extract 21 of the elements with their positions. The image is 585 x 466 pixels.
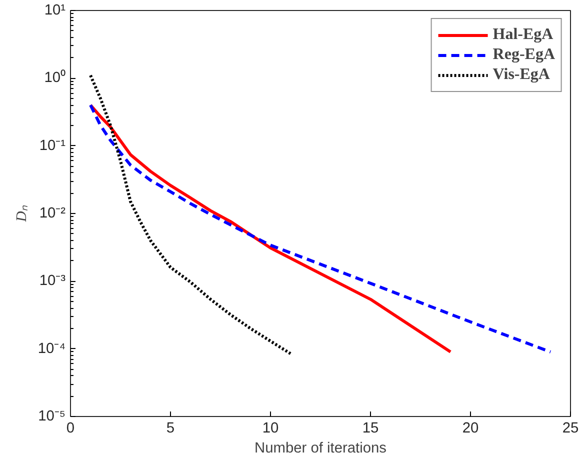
x-tick-label: 10: [262, 420, 279, 436]
legend-label: Hal-EgA: [492, 26, 554, 44]
x-tick-label: 0: [66, 420, 75, 436]
legend-label: Vis-EgA: [492, 66, 550, 84]
x-axis-title: Number of iterations: [254, 440, 386, 456]
line-series: [89, 104, 452, 354]
line-series: [89, 74, 292, 356]
y-tick-label: 10⁻³: [39, 273, 66, 290]
x-tick-label: 15: [362, 420, 379, 436]
y-tick-label: 10⁻⁴: [38, 340, 66, 357]
y-axis-title: Dₙ: [14, 205, 30, 223]
y-tick-label: 10⁰: [44, 69, 66, 86]
line-series: [89, 104, 552, 354]
y-tick-label: 10¹: [44, 2, 66, 18]
x-tick-label: 20: [462, 420, 479, 436]
y-tick-label: 10⁻⁵: [38, 408, 66, 424]
legend-label: Reg-EgA: [492, 46, 555, 64]
y-tick-label: 10⁻²: [39, 206, 66, 222]
y-tick-label: 10⁻¹: [39, 138, 66, 154]
x-tick-label: 5: [166, 420, 175, 436]
x-tick-label: 25: [562, 420, 579, 436]
